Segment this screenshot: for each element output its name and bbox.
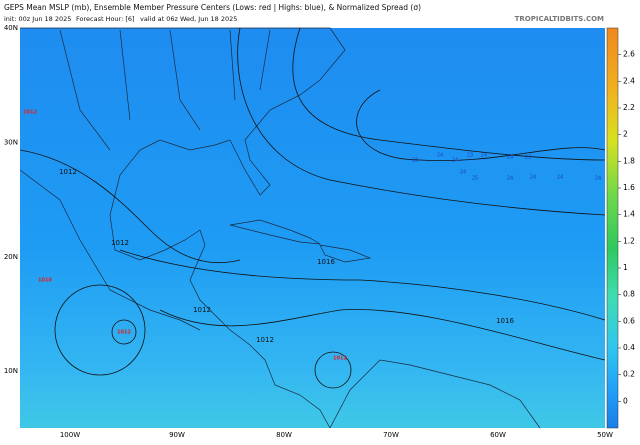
low-center: 1012 — [333, 356, 347, 362]
lon-label: 60W — [490, 431, 506, 439]
low-center: 1012 — [117, 330, 131, 336]
site: TROPICALTIDBITS.COM — [515, 15, 604, 23]
colorbar-tick-label: 1.6 — [623, 183, 635, 192]
isobar-label: 1012 — [111, 239, 129, 247]
high-center: 24 — [481, 153, 487, 159]
high-center: 24 — [460, 170, 466, 176]
high-center: 23 — [525, 155, 531, 161]
high-center: 24 — [507, 176, 513, 182]
high-center: 24 — [452, 158, 458, 164]
isobar-label: 1012 — [256, 336, 274, 344]
map-area — [20, 28, 605, 428]
high-center: 24 — [595, 176, 601, 182]
title: GEPS Mean MSLP (mb), Ensemble Member Pre… — [4, 3, 421, 12]
colorbar-tick-label: 0.6 — [623, 316, 635, 325]
lon-label: 80W — [276, 431, 292, 439]
colorbar-tick-label: 1 — [623, 263, 628, 272]
low-center: 1012 — [23, 110, 37, 116]
high-center: 23 — [467, 153, 473, 159]
lon-label: 70W — [383, 431, 399, 439]
high-center: 24 — [557, 175, 563, 181]
lat-label: 20N — [4, 253, 18, 261]
high-center: 24 — [530, 175, 536, 181]
colorbar — [606, 27, 619, 429]
high-center: 23 — [412, 158, 418, 164]
low-center: 1010 — [38, 278, 52, 284]
colorbar-tick-label: 2.4 — [623, 76, 635, 85]
colorbar-tick-label: 0.8 — [623, 290, 635, 299]
colorbar-tick-label: 2.2 — [623, 103, 635, 112]
isobar-label: 1016 — [317, 258, 335, 266]
lat-label: 10N — [4, 367, 18, 375]
isobar-label: 1012 — [193, 306, 211, 314]
forecast-hour: Forecast Hour: [6] — [76, 15, 135, 23]
lat-label: 40N — [4, 24, 18, 32]
colorbar-tick-label: 0.4 — [623, 343, 635, 352]
colorbar-tick-label: 2.6 — [623, 50, 635, 59]
isobars — [19, 27, 606, 389]
colorbar-tick-label: 2 — [623, 130, 628, 139]
colorbar-tick-label: 0 — [623, 396, 628, 405]
valid-time: valid at 06z Wed, Jun 18 2025 — [140, 15, 237, 23]
isobar-label: 1012 — [59, 168, 77, 176]
lon-label: 90W — [169, 431, 185, 439]
colorbar-tick-label: 1.8 — [623, 156, 635, 165]
high-center: 25 — [472, 176, 478, 182]
high-center: 24 — [507, 155, 513, 161]
lat-label: 30N — [4, 138, 18, 146]
colorbar-tick-label: 0.2 — [623, 370, 635, 379]
colorbar-tick-label: 1.4 — [623, 210, 635, 219]
lon-label: 50W — [597, 431, 613, 439]
high-center: 24 — [437, 153, 443, 159]
init: init: 00z Jun 18 2025 — [4, 15, 71, 23]
coastlines — [19, 27, 541, 429]
colorbar-tick-label: 1.2 — [623, 236, 635, 245]
isobar-label: 1016 — [496, 317, 514, 325]
lon-label: 100W — [60, 431, 80, 439]
